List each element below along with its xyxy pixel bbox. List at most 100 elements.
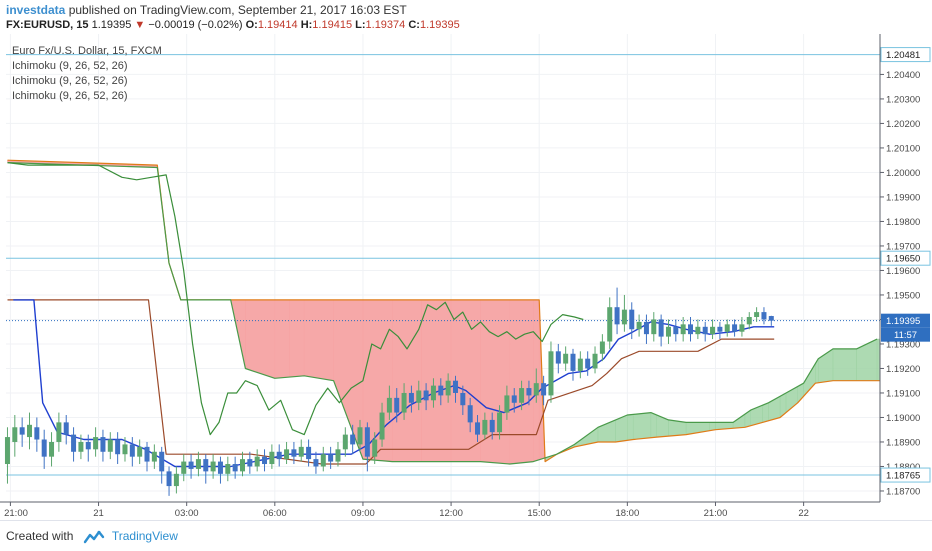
- time-tick-label: 21:00: [4, 508, 28, 519]
- bearish-candle: [233, 464, 238, 471]
- bearish-candle: [490, 420, 495, 432]
- time-tick-label: 22: [798, 508, 809, 519]
- bearish-candle: [585, 359, 590, 369]
- tradingview-brand[interactable]: TradingView: [112, 529, 178, 543]
- price-tick-label: 1.20400: [886, 70, 920, 81]
- bearish-candle: [629, 310, 634, 330]
- bullish-cloud-segment: [651, 413, 657, 438]
- bullish-candle: [747, 317, 752, 324]
- bullish-candle: [593, 354, 598, 369]
- close-value: 1.19395: [420, 19, 460, 31]
- bearish-candle: [688, 324, 693, 334]
- bearish-candle: [167, 471, 172, 486]
- level-price-label: 1.18765: [886, 471, 920, 482]
- bullish-candle: [27, 425, 32, 437]
- legend-indicator-3[interactable]: Ichimoku (9, 26, 52, 26): [12, 89, 162, 104]
- time-tick-label: 06:00: [263, 508, 287, 519]
- bullish-cloud-segment: [633, 413, 651, 440]
- bullish-candle: [196, 459, 201, 469]
- bullish-candle: [416, 391, 421, 403]
- bearish-cloud-segment: [245, 300, 274, 378]
- bearish-candle: [86, 442, 91, 449]
- bearish-candle: [20, 427, 25, 434]
- price-tick-label: 1.19200: [886, 364, 920, 375]
- bearish-candle: [313, 459, 318, 466]
- bearish-candle: [394, 398, 399, 413]
- open-label: O:: [246, 19, 258, 31]
- price-tick-label: 1.20100: [886, 143, 920, 154]
- bearish-candle: [703, 327, 708, 334]
- price-tick-label: 1.20300: [886, 94, 920, 105]
- bullish-candle: [446, 381, 451, 396]
- published-text: published on TradingView.com, September …: [69, 3, 407, 17]
- bullish-candle: [255, 457, 260, 467]
- bullish-candle: [225, 464, 230, 474]
- bearish-candle: [453, 381, 458, 393]
- bullish-candle: [504, 395, 509, 412]
- bullish-candle: [343, 435, 348, 450]
- level-price-label: 1.20481: [886, 50, 920, 61]
- time-tick-label: 18:00: [615, 508, 639, 519]
- price-tick-label: 1.18900: [886, 437, 920, 448]
- price-tick-label: 1.18700: [886, 486, 920, 497]
- bearish-candle: [203, 459, 208, 471]
- bearish-candle: [468, 405, 473, 422]
- bearish-candle: [673, 327, 678, 334]
- bullish-candle: [622, 310, 627, 325]
- bullish-candle: [335, 449, 340, 461]
- bullish-candle: [681, 324, 686, 334]
- publish-line: investdata published on TradingView.com,…: [6, 3, 407, 17]
- bearish-candle: [761, 312, 766, 319]
- down-arrow-icon: ▼: [134, 19, 145, 31]
- bearish-candle: [100, 437, 105, 452]
- legend-indicator-1[interactable]: Ichimoku (9, 26, 52, 26): [12, 59, 162, 74]
- bullish-candle: [578, 359, 583, 371]
- bullish-candle: [93, 437, 98, 449]
- bullish-cloud-segment: [856, 339, 877, 381]
- bullish-candle: [269, 452, 274, 464]
- bullish-candle: [739, 324, 744, 331]
- bullish-candle: [321, 454, 326, 466]
- bearish-candle: [145, 447, 150, 462]
- chart-header: investdata published on TradingView.com,…: [0, 0, 932, 34]
- time-tick-label: 12:00: [439, 508, 463, 519]
- legend-indicator-2[interactable]: Ichimoku (9, 26, 52, 26): [12, 74, 162, 89]
- bullish-candle: [284, 449, 289, 459]
- low-value: 1.19374: [366, 19, 406, 31]
- bearish-candle: [717, 327, 722, 332]
- bullish-candle: [482, 420, 487, 435]
- bullish-candle: [12, 427, 17, 442]
- bearish-candle: [218, 462, 223, 474]
- bearish-candle: [328, 454, 333, 461]
- price-tick-label: 1.19100: [886, 388, 920, 399]
- price-tick-label: 1.20200: [886, 119, 920, 130]
- bearish-candle: [159, 452, 164, 472]
- legend-title[interactable]: Euro Fx/U.S. Dollar, 15, FXCM: [12, 44, 162, 59]
- tradingview-logo-icon[interactable]: [83, 530, 105, 544]
- bearish-candle: [475, 422, 480, 434]
- price-chart[interactable]: 1.204001.203001.202001.201001.200001.199…: [0, 34, 932, 520]
- level-price-label: 1.19650: [886, 254, 920, 265]
- countdown-label: 11:57: [894, 330, 917, 341]
- bearish-candle: [570, 354, 575, 371]
- bearish-candle: [409, 393, 414, 403]
- bearish-candle: [438, 386, 443, 396]
- bullish-candle: [607, 307, 612, 341]
- bullish-candle: [380, 413, 385, 440]
- bearish-candle: [189, 462, 194, 469]
- price-tick-label: 1.19500: [886, 290, 920, 301]
- bearish-candle: [424, 391, 429, 401]
- publisher-name[interactable]: investdata: [6, 3, 65, 17]
- bullish-candle: [387, 398, 392, 413]
- symbol-name: FX:EURUSD, 15: [6, 19, 89, 31]
- symbol-line: FX:EURUSD, 15 1.19395 ▼ −0.00019 (−0.02%…: [6, 19, 460, 31]
- bullish-candle: [56, 422, 61, 442]
- bullish-candle: [519, 388, 524, 403]
- bearish-cloud-segment: [392, 300, 421, 462]
- bearish-cloud-segment: [289, 300, 304, 377]
- bearish-candle: [42, 440, 47, 457]
- bearish-candle: [615, 307, 620, 324]
- high-value: 1.19415: [312, 19, 352, 31]
- bearish-candle: [556, 351, 561, 363]
- bearish-candle: [306, 447, 311, 459]
